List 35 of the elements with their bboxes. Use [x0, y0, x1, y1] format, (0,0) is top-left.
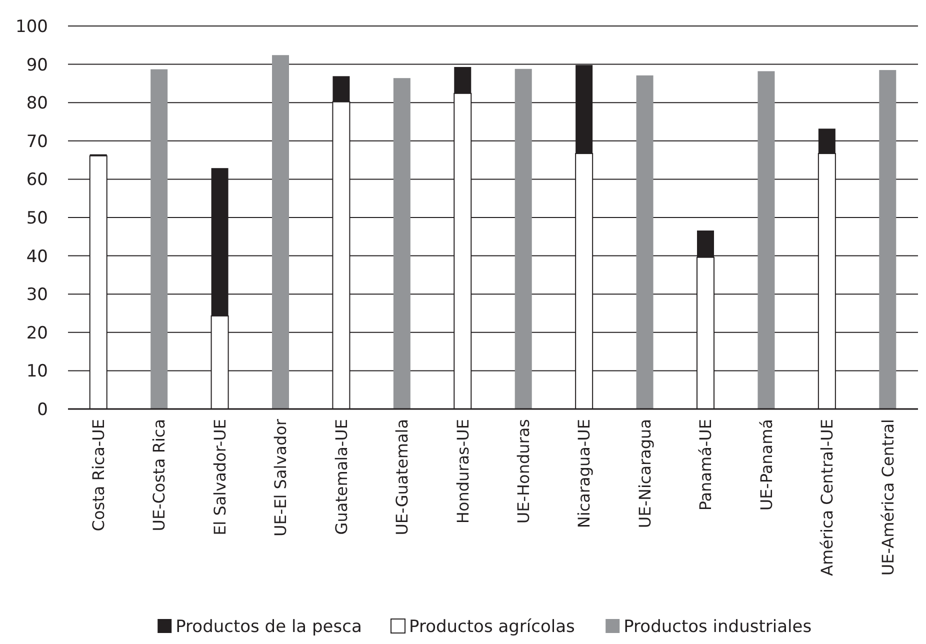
bar: [272, 55, 289, 409]
bar: [636, 75, 654, 409]
y-tick-label: 20: [26, 323, 48, 344]
bar: [150, 69, 168, 409]
y-tick-label: 80: [26, 94, 48, 114]
bar: [879, 70, 896, 409]
x-tick-label: Guatemala-UE: [332, 419, 351, 535]
x-tick-label: El Salvador-UE: [210, 419, 230, 536]
y-tick-label: 50: [26, 208, 48, 228]
x-tick-label: UE-Panamá: [756, 419, 776, 511]
x-tick-label: UE-Nicaragua: [635, 419, 654, 528]
y-tick-label: 70: [26, 132, 48, 152]
bar: [514, 68, 532, 409]
y-tick-label: 0: [37, 400, 48, 420]
x-tick-label: Honduras-UE: [453, 419, 472, 524]
y-tick-label: 100: [16, 16, 48, 37]
y-tick-label: 40: [26, 246, 48, 267]
bar: [393, 78, 410, 409]
y-tick-label: 60: [26, 170, 48, 190]
x-tick-label: UE-Honduras: [514, 419, 533, 524]
x-tick-label: UE-Guatemala: [392, 419, 412, 536]
x-tick-label: Nicaragua-UE: [574, 419, 594, 528]
legend-label: Productos industriales: [624, 617, 812, 637]
x-tick-label: Panamá-UE: [696, 419, 716, 511]
x-tick-label: Costa Rica-UE: [88, 419, 108, 532]
legend-label: Productos de la pesca: [176, 617, 362, 637]
legend-label: Productos agrícolas: [409, 617, 576, 637]
x-tick-label: América Central-UE: [818, 419, 837, 576]
y-tick-label: 10: [26, 362, 48, 382]
bar: [758, 71, 775, 409]
y-tick-label: 90: [26, 55, 48, 76]
x-tick-label: UE-El Salvador: [271, 418, 290, 536]
y-tick-label: 30: [26, 285, 48, 306]
x-tick-label: UE-América Central: [878, 419, 898, 576]
x-tick-label: UE-Costa Rica: [150, 419, 169, 532]
